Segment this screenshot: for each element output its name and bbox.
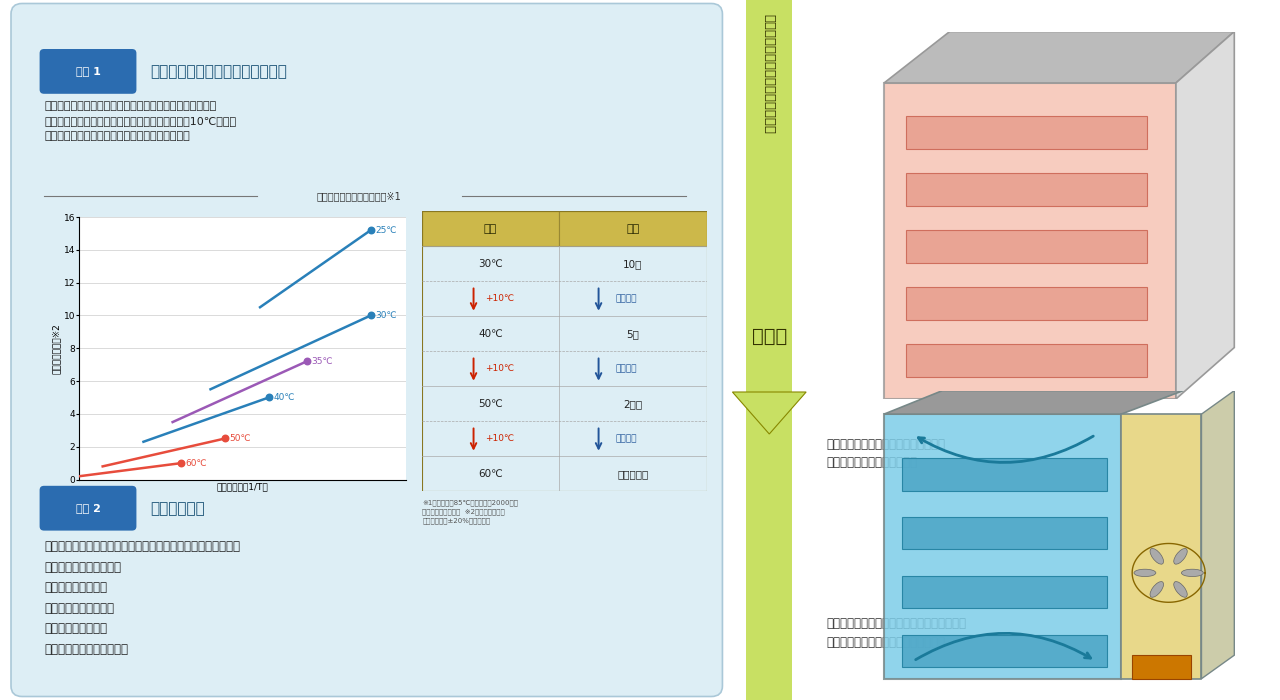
Text: 2年半: 2年半	[623, 399, 643, 409]
Ellipse shape	[1149, 582, 1164, 597]
Text: 30℃: 30℃	[375, 311, 397, 320]
Text: 40℃: 40℃	[273, 393, 294, 402]
Text: 40℃: 40℃	[479, 329, 503, 339]
Polygon shape	[884, 32, 1234, 83]
Bar	[1132, 655, 1190, 679]
Bar	[884, 414, 1121, 679]
Text: 10年: 10年	[623, 259, 643, 269]
Y-axis label: 耐久年数（萬）※2: 耐久年数（萬）※2	[52, 323, 61, 374]
Bar	[902, 458, 1107, 491]
Bar	[906, 230, 1147, 263]
Text: 対策 2: 対策 2	[76, 503, 100, 513]
Text: 周囲温度と耐久年数（例）※1: 周囲温度と耐久年数（例）※1	[317, 191, 402, 201]
FancyBboxPatch shape	[12, 4, 722, 696]
Point	[297, 356, 317, 367]
Bar	[559, 211, 707, 246]
Point	[172, 458, 192, 469]
Bar	[884, 83, 1176, 399]
Text: 寿命半減: 寿命半減	[616, 435, 637, 443]
Bar	[422, 211, 559, 246]
Text: 25℃: 25℃	[375, 225, 397, 234]
Text: 密閉型内部循環冷却方式を採用！: 密閉型内部循環冷却方式を採用！	[763, 14, 776, 134]
Text: 寿命半減: 寿命半減	[616, 365, 637, 373]
Text: 対策 1: 対策 1	[76, 66, 100, 76]
Bar	[906, 344, 1147, 377]
Text: 60℃: 60℃	[186, 458, 207, 468]
Bar	[906, 287, 1147, 320]
Point	[361, 225, 381, 236]
Text: 5年: 5年	[626, 329, 639, 339]
Text: 制御機器から放出される熱の処理: 制御機器から放出される熱の処理	[150, 64, 287, 79]
FancyBboxPatch shape	[40, 486, 137, 531]
Text: 温度: 温度	[484, 224, 497, 234]
Ellipse shape	[1174, 582, 1188, 597]
Polygon shape	[884, 391, 1183, 414]
Text: だから: だから	[751, 326, 787, 346]
Ellipse shape	[1149, 549, 1164, 564]
X-axis label: 温度の逆数（1/T）: 温度の逆数（1/T）	[216, 482, 269, 491]
Text: １年３ヶ月: １年３ヶ月	[617, 469, 648, 479]
Ellipse shape	[1181, 569, 1203, 577]
Point	[259, 392, 279, 403]
Point	[361, 310, 381, 321]
Text: 寿命: 寿命	[626, 224, 639, 234]
Text: 制御機器は多数の半導体や電子部品から構成されています
が、中でも電解コンデンサ等は熱に弱く、温度が10℃上昇す
ると部品の寿命が半分に縮まるとされています。: 制御機器は多数の半導体や電子部品から構成されています が、中でも電解コンデンサ等…	[44, 101, 236, 141]
Text: 50℃: 50℃	[479, 399, 503, 409]
Text: 寿命半減: 寿命半減	[616, 295, 637, 303]
Bar	[1121, 414, 1202, 679]
Text: 30℃: 30℃	[479, 259, 503, 269]
Text: 盤クーラーは、盤内の温度を一定に保ちつつ
ホコリを含む外気はシャットアウト。: 盤クーラーは、盤内の温度を一定に保ちつつ ホコリを含む外気はシャットアウト。	[826, 617, 966, 649]
Text: 35℃: 35℃	[311, 357, 333, 366]
Bar	[906, 116, 1147, 149]
Bar	[906, 173, 1147, 206]
Bar	[902, 576, 1107, 608]
Ellipse shape	[1134, 569, 1156, 577]
Text: +10℃: +10℃	[485, 365, 515, 373]
Bar	[746, 0, 792, 700]
Bar	[902, 635, 1107, 667]
FancyBboxPatch shape	[40, 49, 137, 94]
Text: ※1：定格温度85℃、耐久時間2000時間
の電解コンデンサ例  ※2：コンデンサ容
量が初期値の±20%以内の年数: ※1：定格温度85℃、耐久時間2000時間 の電解コンデンサ例 ※2：コンデンサ…	[422, 500, 518, 524]
Text: 50℃: 50℃	[229, 434, 251, 443]
Text: +10℃: +10℃	[485, 295, 515, 303]
Bar	[902, 517, 1107, 550]
Text: 異物侵入対策: 異物侵入対策	[150, 500, 205, 516]
Text: 盤クーラーを設置しない制御盤では、
盤内に熱がこもってしまう。: 盤クーラーを設置しない制御盤では、 盤内に熱がこもってしまう。	[826, 438, 945, 469]
Polygon shape	[1202, 391, 1234, 679]
Point	[215, 433, 236, 444]
Ellipse shape	[1174, 549, 1188, 564]
Text: 60℃: 60℃	[479, 469, 503, 479]
Polygon shape	[732, 392, 806, 434]
Polygon shape	[1176, 32, 1234, 399]
Text: +10℃: +10℃	[485, 435, 515, 443]
Text: 外気の導入により、ほこりやオイルミスト、金属片等の粉塵が
制御盤内に侵入すると、
トラッキング現象や
活線部でのショートを
引き起こし、機器が
破損する恐れがあ: 外気の導入により、ほこりやオイルミスト、金属片等の粉塵が 制御盤内に侵入すると、…	[44, 540, 241, 656]
